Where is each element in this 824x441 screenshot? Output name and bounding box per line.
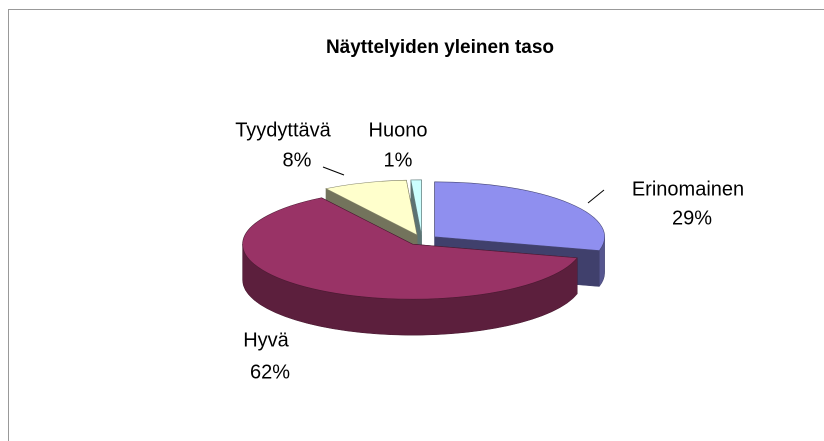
leader-line: [587, 189, 605, 204]
chart-title: Näyttelyiden yleinen taso: [326, 37, 554, 58]
slice-top: [434, 181, 605, 251]
slice-top: [325, 179, 418, 236]
slice-label: Tyydyttävä: [235, 119, 331, 141]
leader-line: [322, 166, 345, 176]
slice-value-label: 1%: [384, 149, 413, 171]
slice-label: Erinomainen: [632, 178, 744, 200]
slice-top: [242, 197, 578, 300]
slice-value-label: 8%: [283, 149, 312, 171]
slice: [242, 197, 578, 336]
pie: [242, 179, 605, 336]
slice-label: Hyvä: [243, 329, 289, 351]
slice-value-label: 29%: [672, 207, 712, 229]
slice-value-label: 62%: [250, 361, 290, 383]
slice-top: [410, 179, 422, 235]
slice-label: Huono: [369, 119, 428, 141]
